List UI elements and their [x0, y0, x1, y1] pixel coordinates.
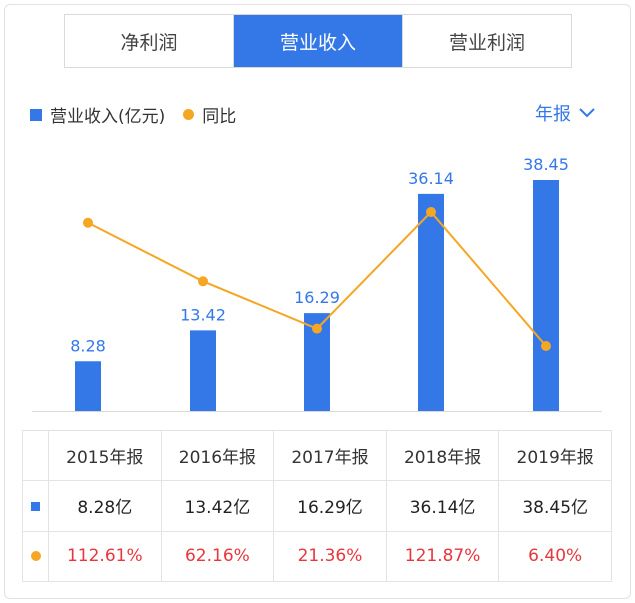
bar-value-label: 36.14 [408, 169, 454, 188]
table-cell: 13.42亿 [160, 480, 275, 532]
table-header-cell: 2018年报 [385, 429, 500, 482]
chevron-down-icon [579, 108, 595, 118]
table-cell: 121.87% [385, 530, 500, 583]
table-cell: 8.28亿 [48, 480, 162, 532]
table-header-cell: 2019年报 [498, 429, 612, 482]
bar-2016年报 [190, 330, 216, 411]
revenue-marker-icon [31, 501, 40, 511]
bar-value-label: 16.29 [294, 288, 340, 307]
bar-2018年报 [418, 193, 444, 411]
yoy-point-2016年报 [198, 276, 208, 287]
bar-value-label: 8.28 [70, 336, 106, 355]
yoy-point-2017年报 [312, 323, 322, 334]
table-header-cell: 2017年报 [273, 429, 387, 482]
legend-bar-label: 营业收入(亿元) [50, 107, 166, 127]
metric-tabs: 净利润 营业收入 营业利润 [64, 14, 572, 68]
table-cell: 6.40% [498, 530, 612, 583]
tab-net-profit[interactable]: 净利润 [65, 15, 233, 67]
table-cell: 38.45亿 [498, 480, 612, 532]
yoy-point-2018年报 [426, 207, 436, 217]
period-label: 年报 [535, 104, 571, 125]
yoy-marker-icon [30, 551, 41, 562]
table-row-yoy: 112.61% 62.16% 21.36% 121.87% 6.40% [22, 530, 612, 583]
table-cell: 62.16% [160, 530, 275, 583]
yoy-point-2019年报 [541, 341, 551, 351]
legend-bar-swatch [30, 108, 42, 121]
bar-value-label: 38.45 [523, 155, 569, 174]
table-header-cell: 2015年报 [48, 429, 162, 482]
bar-2019年报 [533, 180, 559, 411]
revenue-chart: 8.28 13.42 16.29 36.14 38.45 [32, 155, 602, 412]
tab-operating-profit[interactable]: 营业利润 [402, 15, 571, 67]
period-dropdown[interactable]: 年报 [535, 100, 595, 126]
bar-value-label: 13.42 [180, 305, 226, 324]
table-cell: 112.61% [48, 530, 162, 583]
data-table: 2015年报 2016年报 2017年报 2018年报 2019年报 8.28亿… [22, 429, 612, 583]
table-cell: 16.29亿 [273, 480, 387, 532]
chart-legend: 营业收入(亿元) 同比 [30, 102, 236, 127]
table-header-cell: 2016年报 [160, 429, 275, 482]
tab-revenue[interactable]: 营业收入 [233, 15, 402, 67]
legend-line-swatch [183, 109, 195, 120]
table-cell: 36.14亿 [385, 480, 500, 532]
table-cell: 21.36% [273, 530, 387, 583]
table-row-revenue: 8.28亿 13.42亿 16.29亿 36.14亿 38.45亿 [22, 480, 612, 532]
bar-2015年报 [75, 361, 101, 411]
table-header-row: 2015年报 2016年报 2017年报 2018年报 2019年报 [22, 429, 612, 482]
yoy-point-2015年报 [83, 217, 93, 228]
legend-line-label: 同比 [202, 107, 237, 127]
